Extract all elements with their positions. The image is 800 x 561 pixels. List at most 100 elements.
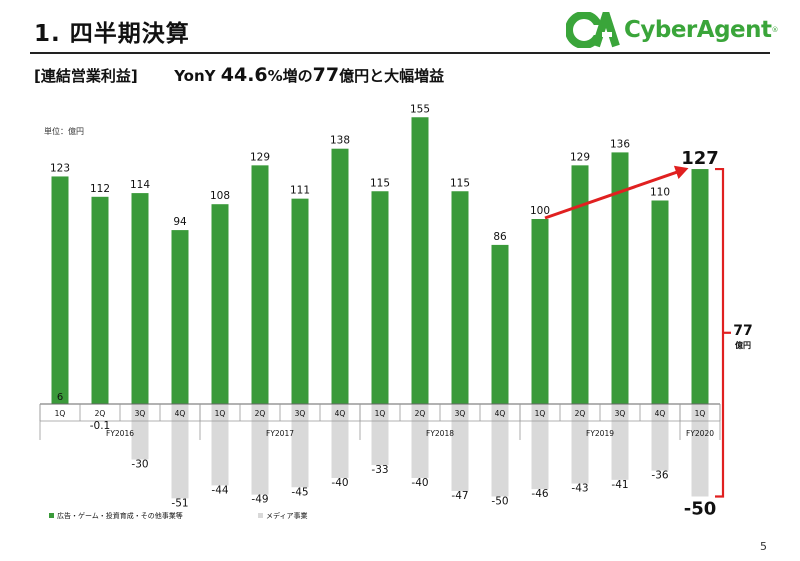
quarter-label-10: 3Q [455, 409, 466, 418]
bar-9 [411, 117, 429, 404]
logo-name: CyberAgent [624, 17, 772, 43]
bar-10 [451, 191, 469, 404]
value-label-4: 108 [210, 190, 230, 202]
media-value-label-5: -49 [251, 494, 268, 506]
bar-6 [291, 198, 309, 404]
media-value-label-11: -50 [491, 496, 508, 508]
subtitle-lead: YonY [174, 67, 221, 85]
media-bar-2 [131, 404, 149, 460]
quarter-label-0: 1Q [55, 409, 66, 418]
fy-label-FY2016: FY2016 [106, 429, 134, 438]
quarter-label-11: 4Q [495, 409, 506, 418]
bar-7 [331, 148, 349, 404]
logo-mark-icon [566, 12, 620, 48]
value-label-3: 94 [173, 216, 187, 228]
media-value-label-16: -50 [684, 499, 717, 520]
quarter-label-15: 4Q [655, 409, 666, 418]
value-label-2: 114 [130, 179, 150, 191]
fy-label-FY2017: FY2017 [266, 429, 294, 438]
quarter-label-4: 1Q [215, 409, 226, 418]
page-title: 1. 四半期決算 [34, 21, 190, 47]
value-label-8: 115 [370, 177, 390, 189]
bar-14 [611, 152, 629, 404]
legend-swatch-media [258, 513, 263, 518]
subtitle-amount: 77 [312, 64, 340, 86]
value-label-0: 123 [50, 162, 70, 174]
quarter-label-13: 2Q [575, 409, 586, 418]
media-value-label-4: -44 [211, 484, 228, 496]
bar-4 [211, 204, 229, 404]
quarter-label-12: 1Q [535, 409, 546, 418]
value-label-1: 112 [90, 183, 110, 195]
difference-value: 77 [733, 323, 752, 339]
media-bar-6 [291, 404, 309, 488]
media-value-label-8: -33 [371, 464, 388, 476]
bar-2 [131, 193, 149, 404]
bar-15 [651, 200, 669, 404]
bar-13 [571, 165, 589, 404]
media-value-label-15: -36 [651, 470, 668, 482]
media-value-label-1: -0.1 [90, 420, 111, 432]
media-value-label-2: -30 [131, 459, 148, 471]
subtitle: [連結営業利益] YonY 44.6%増の77億円と大幅増益 [34, 64, 444, 86]
bar-16 [691, 169, 709, 404]
bar-11 [491, 244, 509, 404]
legend-label-media: メディア事業 [266, 511, 308, 520]
media-value-label-7: -40 [331, 477, 348, 489]
bar-12 [531, 219, 549, 404]
media-bar-7 [331, 404, 349, 478]
quarter-label-14: 3Q [615, 409, 626, 418]
fy-label-FY2020: FY2020 [686, 429, 714, 438]
media-value-label-13: -43 [571, 483, 588, 495]
media-value-label-12: -46 [531, 488, 548, 500]
media-bar-12 [531, 404, 549, 490]
fy-label-FY2019: FY2019 [586, 429, 614, 438]
media-bar-3 [171, 404, 189, 499]
media-value-label-6: -45 [291, 486, 308, 498]
value-label-5: 129 [250, 151, 270, 163]
value-label-10: 115 [450, 177, 470, 189]
media-bar-5 [251, 404, 269, 495]
bar-5 [251, 165, 269, 404]
value-label-16: 127 [681, 148, 719, 169]
quarter-label-8: 1Q [375, 409, 386, 418]
media-value-label-9: -40 [411, 477, 428, 489]
value-label-6: 111 [290, 185, 310, 197]
media-value-label-0: 6 [57, 392, 63, 403]
difference-unit: 億円 [735, 340, 751, 350]
subtitle-percent: 44.6 [220, 64, 268, 86]
quarter-label-3: 4Q [175, 409, 186, 418]
value-label-14: 136 [610, 138, 630, 150]
value-label-15: 110 [650, 187, 670, 199]
subtitle-tail: 億円と大幅増益 [339, 67, 445, 85]
media-bar-9 [411, 404, 429, 478]
page-number: 5 [760, 540, 767, 553]
bar-8 [371, 191, 389, 404]
difference-bracket [715, 167, 725, 498]
media-value-label-3: -51 [171, 497, 188, 509]
quarter-label-6: 3Q [295, 409, 306, 418]
bar-1 [91, 196, 109, 404]
media-bar-8 [371, 404, 389, 466]
media-bar-11 [491, 404, 509, 497]
value-label-12: 100 [530, 205, 550, 217]
quarter-label-7: 4Q [335, 409, 346, 418]
value-label-11: 86 [493, 231, 507, 243]
quarter-label-5: 2Q [255, 409, 266, 418]
media-value-label-14: -41 [611, 479, 628, 491]
media-bar-16 [691, 404, 709, 497]
media-bar-13 [571, 404, 589, 484]
legend-label-main: 広告・ゲーム・投資育成・その他事業等 [57, 511, 183, 520]
bar-3 [171, 230, 189, 404]
value-label-7: 138 [330, 135, 350, 147]
cyberagent-logo: CyberAgent ® [566, 10, 779, 50]
value-label-13: 129 [570, 151, 590, 163]
media-bar-4 [211, 404, 229, 486]
fy-label-FY2018: FY2018 [426, 429, 454, 438]
quarter-label-2: 3Q [135, 409, 146, 418]
media-bar-10 [451, 404, 469, 491]
growth-arrow-head-icon [673, 165, 689, 179]
media-value-label-10: -47 [451, 490, 468, 502]
value-label-9: 155 [410, 103, 430, 115]
